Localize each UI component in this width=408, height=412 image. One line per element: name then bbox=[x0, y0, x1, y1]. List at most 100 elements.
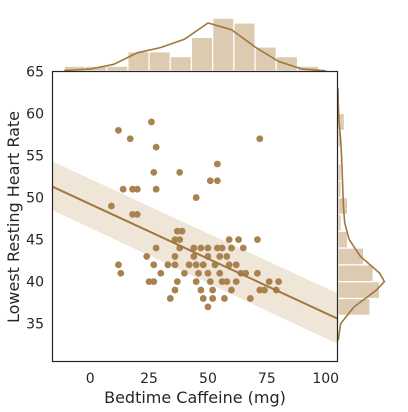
data-point-18 bbox=[173, 227, 181, 235]
top-hist-bar-6 bbox=[190, 36, 214, 72]
data-point-75 bbox=[199, 295, 207, 302]
data-point-47 bbox=[225, 261, 233, 269]
y-tick-label-45: 45 bbox=[26, 233, 44, 249]
data-point-22 bbox=[225, 236, 233, 244]
data-point-52 bbox=[181, 269, 188, 277]
y-tick-label-40: 40 bbox=[26, 275, 44, 291]
data-point-77 bbox=[166, 295, 174, 302]
y-axis-label: Lowest Resting Heart Rate bbox=[4, 111, 23, 323]
data-point-14 bbox=[192, 194, 200, 201]
data-point-1 bbox=[148, 118, 155, 126]
y-tick-label-65: 65 bbox=[26, 65, 44, 81]
data-point-72 bbox=[256, 286, 264, 294]
top-hist-bar-2 bbox=[106, 65, 129, 72]
data-point-30 bbox=[213, 244, 221, 252]
data-point-12 bbox=[133, 185, 141, 193]
data-point-20 bbox=[171, 236, 179, 244]
data-point-44 bbox=[192, 261, 200, 269]
data-point-42 bbox=[171, 261, 179, 269]
x-tick-label-50: 50 bbox=[199, 371, 217, 387]
data-point-7 bbox=[150, 168, 158, 176]
x-tick-label-0: 0 bbox=[86, 371, 95, 387]
top-kde-curve bbox=[64, 22, 326, 72]
data-point-59 bbox=[145, 278, 153, 286]
plot-frame bbox=[51, 70, 339, 363]
data-point-41 bbox=[164, 261, 172, 269]
y-tick-label-60: 60 bbox=[26, 107, 44, 123]
data-point-73 bbox=[261, 286, 268, 294]
data-point-68 bbox=[171, 286, 179, 294]
data-point-10 bbox=[119, 185, 127, 193]
right-hist-bar-2 bbox=[337, 281, 381, 300]
x-axis-ticks: 0 25 50 75 100 bbox=[86, 371, 339, 387]
data-point-65 bbox=[223, 278, 231, 286]
y-tick-label-50: 50 bbox=[26, 191, 44, 207]
data-point-48 bbox=[232, 261, 240, 269]
y-tick-label-35: 35 bbox=[26, 317, 44, 333]
data-point-27 bbox=[190, 244, 198, 252]
data-point-19 bbox=[178, 227, 186, 235]
x-axis-label: Bedtime Caffeine (mg) bbox=[104, 388, 286, 407]
data-point-58 bbox=[254, 269, 261, 277]
data-point-61 bbox=[173, 278, 181, 286]
y-axis-ticks: 35 40 45 50 55 60 65 bbox=[26, 65, 44, 333]
data-point-0 bbox=[115, 126, 122, 134]
data-point-25 bbox=[152, 244, 160, 252]
top-hist-bar-4 bbox=[148, 51, 171, 72]
x-tick-label-100: 100 bbox=[312, 371, 339, 387]
right-hist-bar-3 bbox=[337, 264, 374, 283]
right-hist-bar-9 bbox=[337, 163, 342, 182]
data-point-63 bbox=[206, 278, 214, 286]
data-point-70 bbox=[209, 286, 217, 294]
data-point-34 bbox=[143, 253, 151, 260]
data-point-13 bbox=[152, 185, 160, 193]
data-point-81 bbox=[246, 295, 254, 302]
data-point-51 bbox=[157, 269, 165, 277]
data-point-79 bbox=[221, 295, 228, 302]
data-point-38 bbox=[216, 253, 224, 260]
data-point-67 bbox=[265, 278, 273, 286]
data-point-76 bbox=[209, 295, 217, 302]
data-point-54 bbox=[204, 269, 212, 277]
data-point-35 bbox=[171, 253, 179, 260]
regression-line-path bbox=[52, 185, 338, 320]
data-point-21 bbox=[176, 236, 184, 244]
data-point-6 bbox=[213, 177, 221, 185]
regression-line bbox=[52, 185, 338, 320]
data-point-78 bbox=[204, 303, 212, 311]
scatter-points bbox=[107, 118, 283, 311]
data-point-53 bbox=[195, 269, 202, 277]
data-point-24 bbox=[254, 236, 261, 244]
top-hist-bar-8 bbox=[233, 22, 256, 72]
right-kde-curve bbox=[337, 88, 386, 341]
data-point-11 bbox=[129, 185, 136, 193]
data-point-31 bbox=[218, 244, 226, 252]
data-point-5 bbox=[213, 160, 221, 168]
data-point-23 bbox=[235, 236, 242, 244]
data-point-36 bbox=[190, 253, 198, 260]
x-tick-label-25: 25 bbox=[140, 371, 158, 387]
data-point-49 bbox=[115, 261, 122, 269]
data-point-40 bbox=[150, 261, 158, 269]
data-point-32 bbox=[228, 244, 235, 252]
data-point-4 bbox=[256, 135, 264, 143]
data-point-2 bbox=[126, 135, 134, 143]
x-tick-label-75: 75 bbox=[258, 371, 276, 387]
data-point-3 bbox=[152, 143, 160, 151]
data-point-9 bbox=[206, 177, 214, 185]
data-point-69 bbox=[197, 286, 205, 294]
data-point-43 bbox=[185, 261, 193, 269]
data-point-28 bbox=[197, 244, 205, 252]
data-point-39 bbox=[223, 253, 231, 260]
top-hist-bar-3 bbox=[127, 51, 150, 72]
top-hist-bar-7 bbox=[212, 17, 235, 72]
right-hist-bar-6 bbox=[337, 213, 342, 232]
right-marginal-histogram bbox=[337, 88, 386, 341]
data-point-64 bbox=[218, 278, 226, 286]
top-hist-bar-9 bbox=[254, 46, 277, 72]
data-point-29 bbox=[204, 244, 212, 252]
data-point-55 bbox=[216, 269, 224, 277]
data-point-60 bbox=[150, 278, 158, 286]
right-hist-bar-5 bbox=[337, 230, 349, 249]
data-point-15 bbox=[107, 202, 115, 210]
